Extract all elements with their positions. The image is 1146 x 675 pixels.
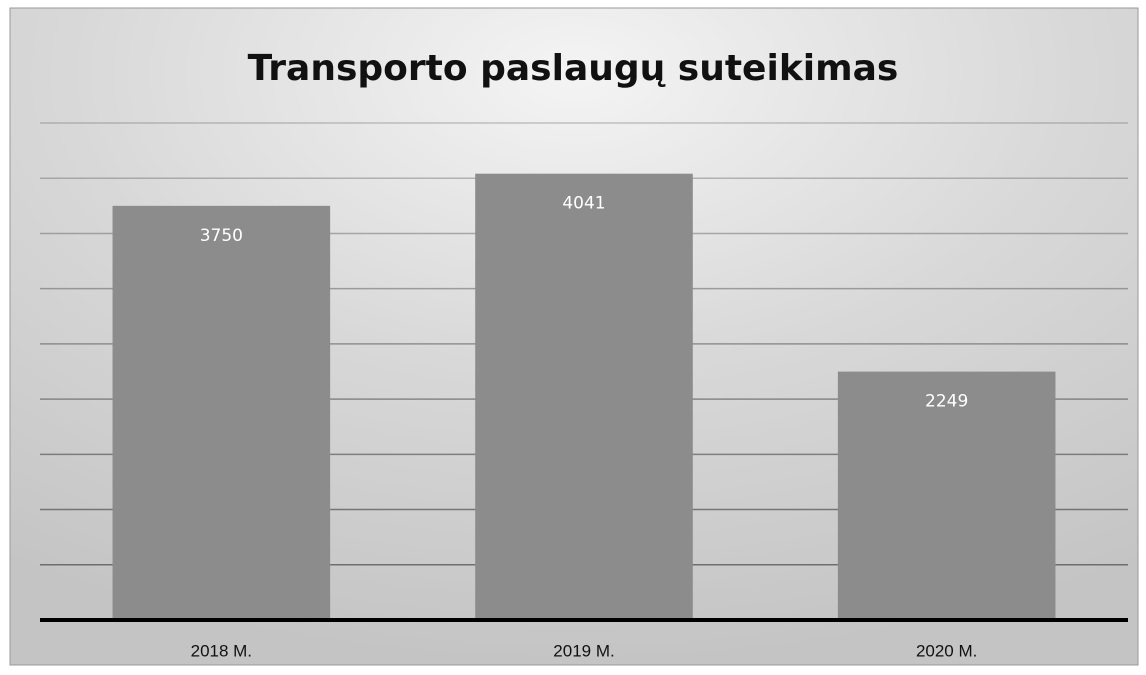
value-label: 4041 <box>562 194 605 214</box>
value-label: 2249 <box>925 392 968 412</box>
x-tick-label: 2020 M. <box>916 641 977 660</box>
x-tick-label: 2018 M. <box>191 641 252 660</box>
bar <box>837 371 1056 620</box>
bar <box>112 205 331 621</box>
bar <box>475 173 693 620</box>
chart-title: Transporto paslaugų suteikimas <box>248 48 899 89</box>
value-label: 3750 <box>200 226 243 246</box>
x-tick-label: 2019 M. <box>553 641 614 660</box>
